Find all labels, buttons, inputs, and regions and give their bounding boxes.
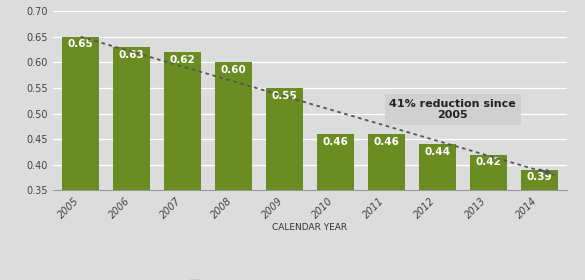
Bar	[164, 52, 201, 190]
Bar	[521, 170, 558, 190]
Bar	[63, 37, 99, 190]
Text: 0.46: 0.46	[374, 137, 400, 147]
Text: 41% reduction since
2005: 41% reduction since 2005	[390, 99, 516, 120]
Bar	[317, 134, 354, 190]
Bar	[266, 88, 303, 190]
Text: 0.62: 0.62	[170, 55, 195, 65]
Text: 0.46: 0.46	[322, 137, 349, 147]
X-axis label: CALENDAR YEAR: CALENDAR YEAR	[273, 223, 347, 232]
Bar	[368, 134, 405, 190]
Text: 0.55: 0.55	[271, 90, 297, 101]
Legend: GHG Emissions Per $1,000 Research Awarded: GHG Emissions Per $1,000 Research Awarde…	[190, 279, 431, 280]
Text: 0.65: 0.65	[68, 39, 94, 49]
Text: 0.60: 0.60	[221, 65, 246, 75]
Text: 0.63: 0.63	[119, 50, 144, 60]
Text: 0.44: 0.44	[425, 147, 450, 157]
Bar	[113, 47, 150, 190]
Bar	[470, 155, 507, 190]
Text: 0.39: 0.39	[526, 172, 552, 183]
Bar	[419, 144, 456, 190]
Text: 0.42: 0.42	[476, 157, 501, 167]
Bar	[215, 62, 252, 190]
